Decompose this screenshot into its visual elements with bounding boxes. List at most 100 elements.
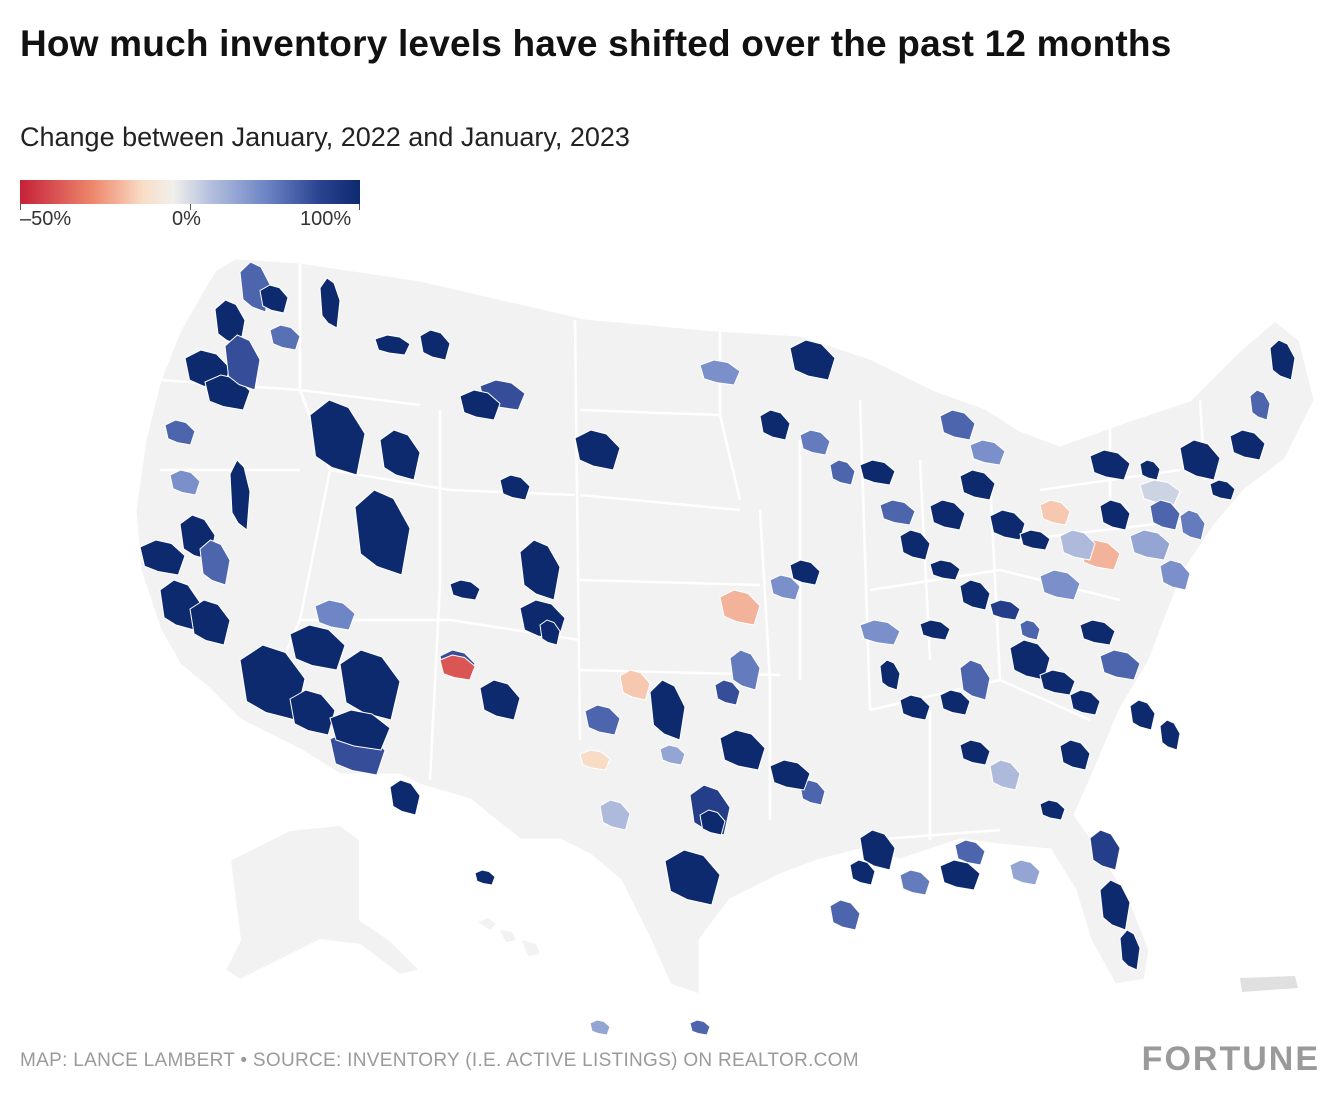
- legend-tick-mid: [190, 204, 191, 210]
- metro-area: [939, 409, 976, 441]
- metro-area: [899, 694, 931, 721]
- metro-area: [859, 829, 896, 871]
- hawaii-outline: [478, 918, 540, 956]
- metro-area: [439, 654, 476, 681]
- legend-tick-max: [359, 204, 360, 210]
- metro-area: [714, 679, 741, 706]
- metro-area: [1229, 429, 1266, 461]
- metro-area: [1039, 569, 1081, 601]
- metro-area: [859, 619, 901, 646]
- metro-area: [619, 669, 651, 701]
- metro-area: [374, 334, 411, 356]
- metro-area: [169, 469, 201, 496]
- metro-area: [584, 704, 621, 736]
- metro-area: [1119, 929, 1141, 971]
- metro-area: [1139, 479, 1181, 506]
- metro-area: [329, 709, 391, 751]
- metro-area: [699, 359, 741, 386]
- metro-area: [799, 429, 831, 456]
- metro-area: [314, 599, 356, 631]
- legend-max-label: 100%: [300, 208, 352, 230]
- metro-area: [919, 619, 951, 641]
- metro-area: [769, 759, 811, 791]
- chart-title: How much inventory levels have shifted o…: [20, 23, 1172, 64]
- metro-area: [189, 599, 231, 646]
- metro-area: [899, 869, 931, 896]
- metro-area: [1159, 559, 1191, 591]
- metro-area: [1269, 339, 1296, 381]
- metro-area: [719, 729, 766, 771]
- metro-area: [939, 859, 981, 891]
- us-contiguous-outline: [133, 256, 1317, 998]
- metro-area: [1099, 499, 1131, 531]
- metro-area: [989, 599, 1021, 621]
- metro-area: [689, 1019, 711, 1036]
- metro-area: [339, 649, 401, 721]
- metro-area: [859, 459, 896, 486]
- metro-area: [499, 474, 531, 501]
- metro-area: [969, 439, 1006, 466]
- metro-area: [1159, 719, 1181, 751]
- metro-area: [519, 539, 561, 601]
- metro-area: [989, 509, 1026, 541]
- metro-area: [579, 749, 611, 771]
- metro-area: [574, 429, 621, 471]
- source-credit: MAP: LANCE LAMBERT • SOURCE: INVENTORY (…: [20, 1050, 859, 1071]
- metro-area: [164, 419, 196, 446]
- metro-area: [224, 334, 261, 391]
- metro-area: [1099, 649, 1141, 681]
- metro-area: [664, 849, 721, 906]
- metro-area: [959, 579, 991, 611]
- puerto-rico-outline: [1240, 976, 1298, 992]
- metro-area: [599, 799, 631, 831]
- metro-area: [229, 459, 251, 531]
- metro-area: [1039, 669, 1076, 696]
- metro-area: [379, 429, 421, 481]
- metro-area: [1019, 619, 1041, 641]
- metro-area: [319, 277, 341, 329]
- metro-area: [1079, 619, 1116, 646]
- metro-area: [954, 839, 986, 866]
- metro-area: [789, 339, 836, 381]
- metro-area: [1059, 529, 1096, 561]
- metro-area: [309, 399, 366, 476]
- color-legend: –50% 0% 100%: [20, 180, 360, 240]
- metro-area: [1009, 639, 1051, 681]
- metro-area: [354, 489, 411, 576]
- metro-area: [1059, 739, 1091, 771]
- metro-area: [1039, 799, 1066, 821]
- metro-areas: [139, 261, 1296, 1091]
- metro-area: [849, 859, 876, 886]
- metro-area: [959, 739, 991, 766]
- metro-area: [959, 659, 991, 701]
- metro-area: [829, 459, 856, 486]
- metro-area: [959, 469, 996, 501]
- metro-area: [769, 574, 801, 601]
- metro-area: [419, 329, 451, 361]
- metro-area: [479, 679, 521, 721]
- metro-area: [879, 499, 916, 526]
- metro-area: [589, 1019, 611, 1036]
- metro-area: [879, 659, 901, 691]
- metro-area: [139, 539, 186, 576]
- legend-tick-min: [20, 204, 21, 210]
- metro-area: [1149, 499, 1181, 531]
- legend-mid-label: 0%: [172, 208, 201, 230]
- metro-area: [1009, 859, 1041, 886]
- metro-area: [929, 559, 961, 581]
- chart-subtitle: Change between January, 2022 and January…: [20, 122, 630, 152]
- metro-area: [539, 619, 561, 646]
- alaska-outline: [223, 823, 422, 982]
- metro-area: [789, 559, 821, 586]
- metro-area: [1209, 479, 1236, 501]
- metro-area: [259, 284, 289, 314]
- metro-area: [1129, 529, 1171, 561]
- metro-area: [939, 689, 971, 716]
- metro-area: [214, 299, 246, 346]
- metro-area: [459, 389, 501, 421]
- fortune-logo: FORTUNE: [1141, 1040, 1320, 1078]
- metro-area: [474, 869, 496, 886]
- metro-area: [199, 539, 231, 586]
- metro-area: [1069, 689, 1101, 716]
- metro-area: [1099, 879, 1131, 931]
